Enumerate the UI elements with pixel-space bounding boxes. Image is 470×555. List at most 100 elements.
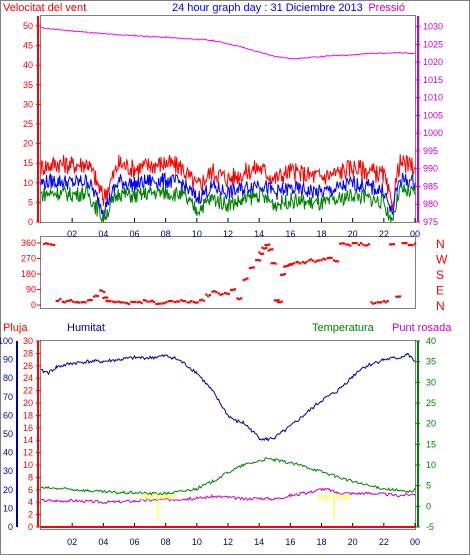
x-tick-label: 20: [348, 537, 358, 547]
direction-chart-series: [43, 242, 417, 306]
wind-series-line: [40, 172, 416, 218]
direction-point: [165, 301, 168, 304]
pressure-series-line: [40, 26, 416, 60]
direction-axis-tick-label: 0: [31, 300, 36, 310]
direction-point: [86, 299, 89, 302]
direction-point: [167, 300, 170, 303]
direction-point: [180, 299, 183, 302]
humidity-axis-tick-label: 70: [3, 392, 13, 402]
pressure-axis-tick-label: 985: [423, 181, 438, 191]
direction-point: [159, 302, 162, 305]
direction-point: [283, 272, 286, 276]
pressure-axis-tick-label: 995: [423, 146, 438, 156]
direction-point: [248, 267, 251, 270]
direction-point: [399, 295, 402, 298]
direction-point: [411, 244, 414, 247]
direction-point: [69, 299, 73, 302]
direction-point: [405, 242, 408, 245]
rain-axis-tick-label: 18: [23, 410, 33, 420]
wind-axis-tick-label: 50: [23, 21, 33, 31]
humidity-axis-tick-label: 10: [3, 503, 13, 513]
direction-point: [274, 262, 277, 265]
rain-axis-tick-label: 10: [23, 460, 33, 470]
direction-point: [105, 300, 108, 303]
wind-direction-plot-area: [40, 236, 416, 309]
direction-point: [281, 273, 285, 276]
direction-point: [322, 257, 325, 260]
temperature-axis-tick-label: 15: [426, 439, 436, 449]
direction-point: [194, 301, 197, 304]
wind-axis-tick-label: 0: [28, 217, 33, 227]
direction-point: [384, 301, 387, 304]
direction-point: [126, 302, 129, 305]
temperature-axis-tick-label: 0: [426, 501, 431, 511]
direction-point: [359, 242, 362, 245]
rain-header-label: Pluja: [3, 322, 28, 334]
direction-point: [256, 258, 260, 261]
direction-point: [318, 259, 321, 262]
compass-label: W: [436, 253, 448, 267]
direction-point: [269, 248, 272, 251]
rain-axis-tick-label: 4: [28, 497, 33, 507]
wind-axis-tick-label: 10: [23, 178, 33, 188]
humidity-series-line: [40, 352, 416, 442]
direction-point: [146, 300, 149, 303]
temperature-series-line: [40, 457, 416, 496]
direction-point: [376, 301, 379, 304]
direction-point: [171, 300, 174, 303]
temperature-header-label: Temperatura: [312, 322, 375, 334]
direction-point: [49, 243, 52, 246]
direction-point: [305, 260, 308, 263]
direction-point: [182, 299, 185, 303]
humidity-axis-tick-label: 90: [3, 355, 13, 365]
x-tick-label: 06: [129, 537, 139, 547]
direction-point: [113, 301, 116, 304]
direction-point: [333, 259, 336, 262]
direction-point: [106, 296, 109, 299]
pressure-header-label: Pressió: [368, 2, 405, 14]
direction-point: [221, 293, 224, 296]
direction-point: [278, 301, 281, 304]
direction-point: [198, 299, 202, 302]
direction-point: [177, 300, 180, 303]
direction-point: [286, 264, 289, 268]
humidity-header-label: Humitat: [67, 322, 105, 334]
temperature-axis-tick-label: -5: [426, 522, 434, 532]
direction-point: [386, 299, 389, 303]
humidity-axis-tick-label: 50: [3, 429, 13, 439]
direction-point: [225, 292, 228, 295]
direction-point: [309, 258, 313, 261]
direction-point: [61, 300, 64, 303]
direction-point: [347, 243, 350, 246]
rain-axis-tick-label: 8: [28, 472, 33, 482]
direction-point: [102, 296, 105, 300]
direction-point: [53, 244, 56, 247]
direction-point: [240, 297, 243, 300]
direction-point: [382, 300, 385, 303]
direction-point: [74, 301, 77, 304]
direction-point: [238, 298, 241, 301]
direction-point: [76, 300, 79, 303]
direction-point: [316, 259, 319, 262]
temperature-axis-tick-label: 20: [426, 419, 436, 429]
direction-point: [223, 291, 227, 294]
direction-point: [275, 299, 278, 302]
direction-point: [351, 242, 354, 245]
direction-point: [215, 291, 218, 294]
direction-point: [265, 246, 268, 250]
temperature-axis-tick-label: 5: [426, 481, 431, 491]
direction-point: [276, 301, 280, 304]
pressure-axis-tick-label: 990: [423, 164, 438, 174]
direction-axis-tick-label: 270: [21, 254, 36, 264]
x-tick-label: 16: [285, 537, 295, 547]
temp-humidity-plot-area: [40, 340, 416, 530]
direction-point: [395, 295, 398, 298]
temperature-axis-tick-label: 10: [426, 460, 436, 470]
direction-point: [273, 299, 276, 302]
direction-point: [285, 265, 288, 268]
direction-point: [71, 300, 74, 303]
direction-point: [288, 263, 291, 266]
rain-axis-tick-label: 20: [23, 398, 33, 408]
direction-point: [357, 243, 361, 246]
